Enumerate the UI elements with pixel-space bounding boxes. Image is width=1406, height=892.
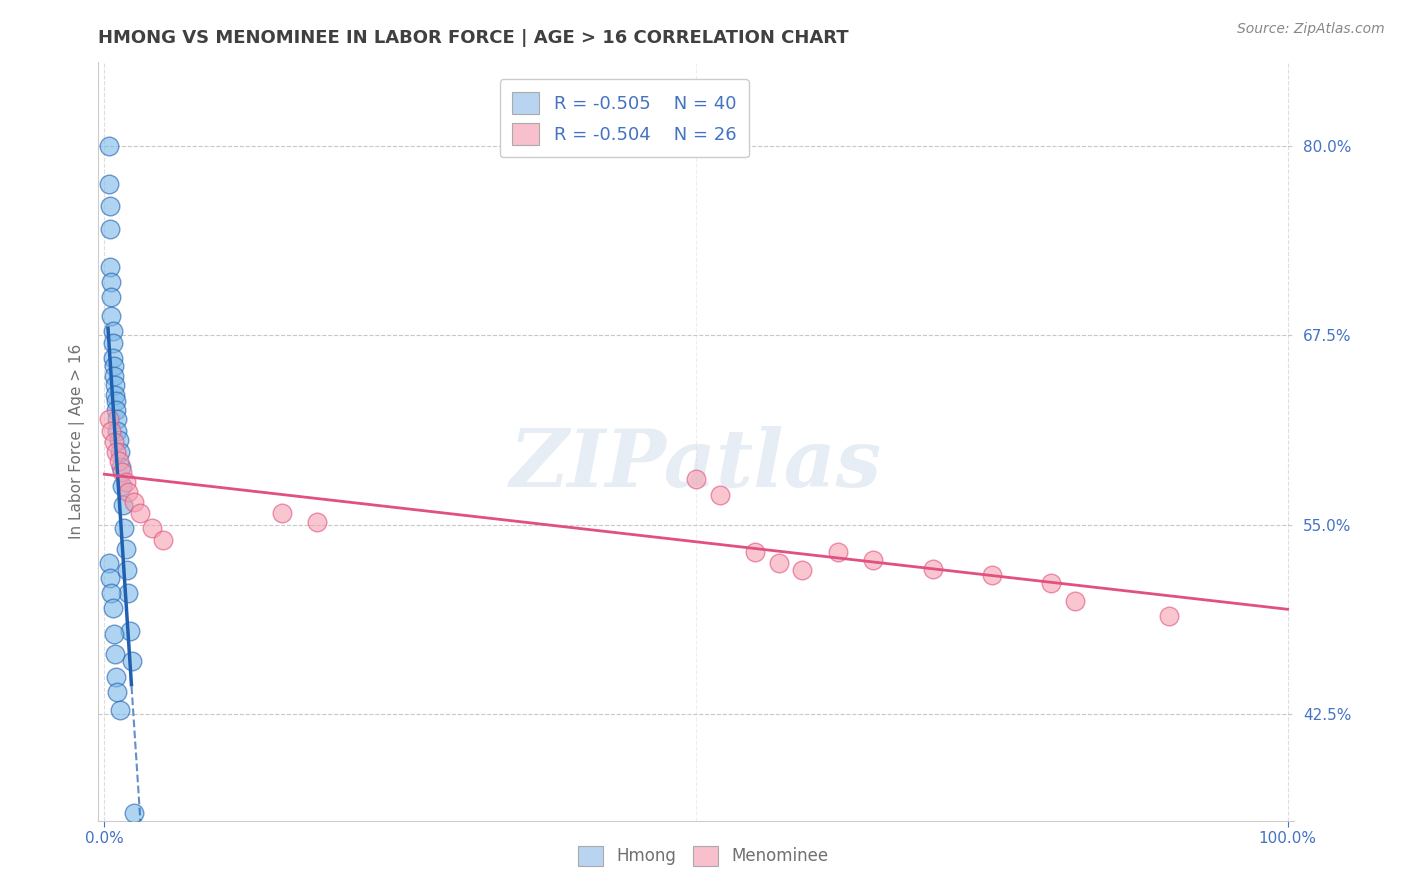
Point xyxy=(100,586,122,600)
Point xyxy=(111,465,134,479)
Point xyxy=(827,545,849,559)
Text: ZIPatlas: ZIPatlas xyxy=(510,425,882,503)
Point xyxy=(98,260,121,275)
Point xyxy=(108,703,131,717)
Point xyxy=(744,545,766,559)
Point xyxy=(270,506,292,520)
Point xyxy=(98,556,121,570)
Point xyxy=(121,654,143,669)
Point xyxy=(107,433,129,447)
Point xyxy=(792,564,814,578)
Point xyxy=(101,335,124,350)
Point xyxy=(120,624,142,639)
Point xyxy=(141,521,163,535)
Y-axis label: In Labor Force | Age > 16: In Labor Force | Age > 16 xyxy=(69,344,84,539)
Point xyxy=(98,177,121,191)
Point xyxy=(103,369,125,384)
Point xyxy=(152,533,174,547)
Point xyxy=(105,402,128,417)
Point xyxy=(103,434,125,449)
Point xyxy=(921,562,943,576)
Point xyxy=(104,378,127,392)
Point xyxy=(104,387,127,401)
Point xyxy=(122,806,145,821)
Point xyxy=(107,454,129,468)
Point xyxy=(100,275,122,289)
Point xyxy=(114,475,136,490)
Point xyxy=(105,393,128,408)
Text: Source: ZipAtlas.com: Source: ZipAtlas.com xyxy=(1237,22,1385,37)
Point xyxy=(128,506,150,520)
Point xyxy=(98,571,121,585)
Point xyxy=(103,359,125,373)
Point xyxy=(105,685,128,699)
Point xyxy=(98,222,121,236)
Point xyxy=(101,351,124,366)
Point xyxy=(100,291,122,305)
Point xyxy=(117,484,139,499)
Point xyxy=(110,460,132,475)
Legend: Hmong, Menominee: Hmong, Menominee xyxy=(564,832,842,880)
Point xyxy=(122,495,145,509)
Point xyxy=(100,424,122,438)
Text: HMONG VS MENOMINEE IN LABOR FORCE | AGE > 16 CORRELATION CHART: HMONG VS MENOMINEE IN LABOR FORCE | AGE … xyxy=(98,29,849,47)
Point xyxy=(115,564,138,578)
Point xyxy=(1159,608,1181,623)
Point xyxy=(98,412,121,426)
Point xyxy=(103,627,125,641)
Point xyxy=(768,556,790,570)
Legend: R = -0.505    N = 40, R = -0.504    N = 26: R = -0.505 N = 40, R = -0.504 N = 26 xyxy=(499,79,749,157)
Point xyxy=(117,586,139,600)
Point xyxy=(1039,575,1062,590)
Point xyxy=(101,601,124,615)
Point xyxy=(98,138,121,153)
Point xyxy=(98,199,121,213)
Point xyxy=(114,521,136,535)
Point xyxy=(104,647,127,661)
Point xyxy=(709,488,731,502)
Point xyxy=(980,568,1002,582)
Point xyxy=(105,669,128,683)
Point xyxy=(112,498,135,512)
Point xyxy=(105,424,128,438)
Point xyxy=(101,324,124,338)
Point xyxy=(685,473,707,487)
Point xyxy=(307,515,329,529)
Point xyxy=(114,542,136,557)
Point xyxy=(111,478,134,492)
Point xyxy=(1063,594,1085,608)
Point xyxy=(105,412,128,426)
Point xyxy=(105,445,128,459)
Point xyxy=(862,553,884,567)
Point xyxy=(100,309,122,323)
Point xyxy=(108,445,131,459)
